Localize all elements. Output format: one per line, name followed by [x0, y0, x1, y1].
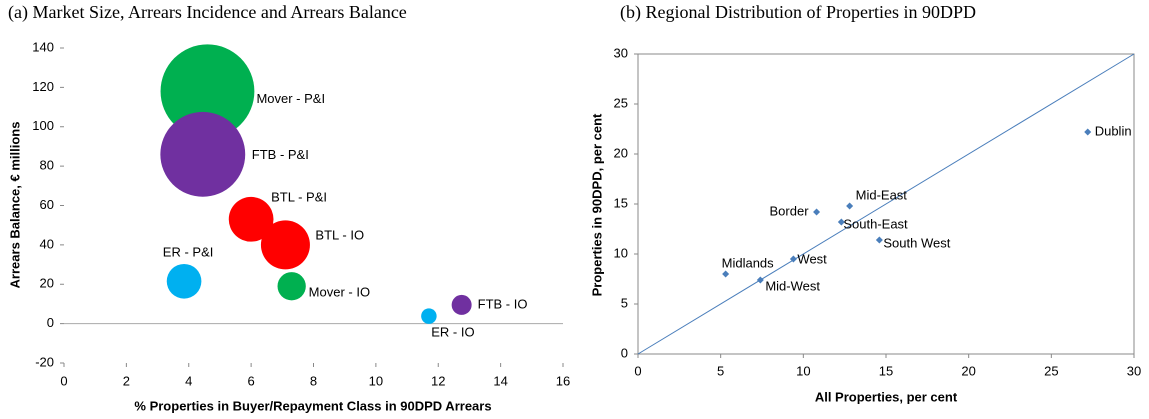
x-tick-label: 10	[796, 363, 810, 378]
point-label: Border	[770, 203, 810, 218]
y-tick-label: 100	[32, 118, 54, 133]
bubble	[260, 220, 310, 270]
y-tick-label: 80	[40, 158, 54, 173]
bubble	[451, 294, 472, 315]
bubble	[160, 44, 255, 139]
y-tick-label: 20	[40, 276, 54, 291]
chart-title: (b) Regional Distribution of Properties …	[620, 2, 976, 23]
bubble-label: BTL - IO	[315, 227, 364, 242]
y-tick-label: 40	[40, 236, 54, 251]
x-tick-label: 2	[123, 373, 130, 388]
point	[875, 236, 883, 244]
y-tick-label: 0	[47, 315, 54, 330]
point-label: Mid-East	[856, 187, 908, 202]
bubble-label: Mover - IO	[309, 285, 370, 300]
y-tick-label: 0	[621, 345, 628, 360]
y-tick-label: 30	[614, 45, 628, 60]
bubble-label: ER - IO	[431, 325, 474, 340]
point	[1084, 128, 1092, 136]
y-tick-label: 15	[614, 195, 628, 210]
x-tick-label: 5	[717, 363, 724, 378]
x-axis-label: All Properties, per cent	[815, 389, 958, 404]
x-tick-label: 25	[1044, 363, 1058, 378]
x-tick-label: 16	[556, 373, 570, 388]
x-tick-label: 15	[879, 363, 893, 378]
bubble-label: ER - P&I	[163, 245, 214, 260]
y-tick-label: 20	[614, 145, 628, 160]
x-tick-label: 8	[310, 373, 317, 388]
x-tick-label: 12	[431, 373, 445, 388]
x-tick-label: 0	[60, 373, 67, 388]
y-tick-label: 140	[32, 39, 54, 54]
point-label: South-East	[843, 216, 908, 231]
y-tick-label: -20	[35, 354, 54, 369]
point	[789, 255, 797, 263]
x-tick-label: 0	[634, 363, 641, 378]
reference-line	[637, 53, 1135, 355]
point-label: Dublin	[1095, 123, 1132, 138]
point	[837, 218, 845, 226]
x-tick-label: 14	[493, 373, 507, 388]
point-label: West	[797, 251, 827, 266]
point-label: South West	[883, 235, 950, 250]
y-axis-label: Properties in 90DPD, per cent	[589, 113, 604, 296]
bubble-label: Mover - P&I	[256, 91, 325, 106]
chart-title: (a) Market Size, Arrears Incidence and A…	[8, 2, 407, 23]
bubble-label: FTB - P&I	[252, 147, 309, 162]
point-label: Midlands	[722, 255, 775, 270]
bubble	[166, 263, 202, 299]
bubble	[228, 196, 274, 242]
bubble	[160, 111, 246, 197]
bubble	[277, 272, 306, 301]
bubble-label: FTB - IO	[478, 296, 528, 311]
y-tick-label: 10	[614, 245, 628, 260]
point	[722, 270, 730, 278]
point	[756, 276, 764, 284]
x-tick-label: 10	[369, 373, 383, 388]
point	[813, 208, 821, 216]
x-tick-label: 4	[185, 373, 192, 388]
x-tick-label: 20	[961, 363, 975, 378]
bubble	[421, 308, 437, 324]
x-tick-label: 6	[248, 373, 255, 388]
y-tick-label: 120	[32, 79, 54, 94]
bubble-label: BTL - P&I	[271, 190, 327, 205]
x-tick-label: 30	[1127, 363, 1141, 378]
y-tick-label: 5	[621, 295, 628, 310]
y-axis-label: Arrears Balance, € millions	[7, 122, 22, 289]
x-axis-label: % Properties in Buyer/Repayment Class in…	[134, 398, 491, 413]
point-label: Mid-West	[765, 278, 820, 293]
y-tick-label: 25	[614, 95, 628, 110]
point	[846, 202, 854, 210]
y-tick-label: 60	[40, 197, 54, 212]
